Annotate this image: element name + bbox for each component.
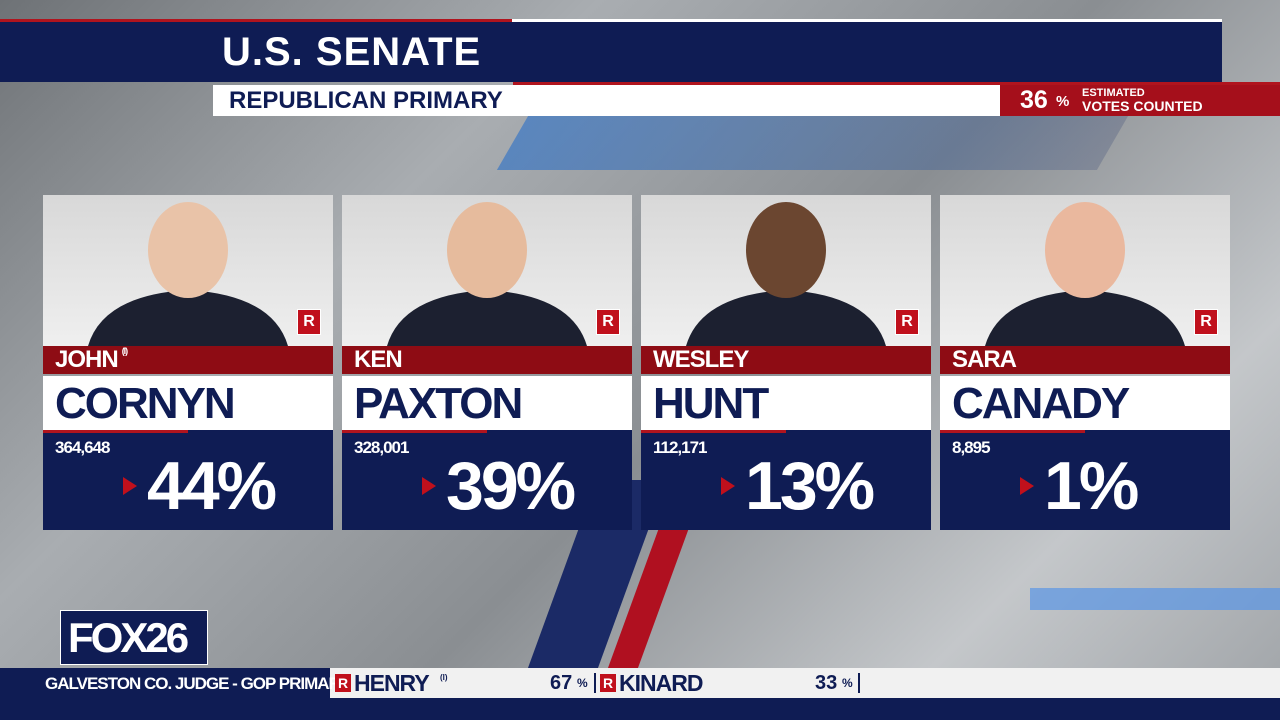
party-badge: R — [895, 309, 919, 335]
photo-silhouette — [985, 202, 1185, 346]
logo-brand: FOX — [68, 614, 148, 661]
candidate-card: R WESLEY HUNT 112,171 13% — [641, 195, 931, 530]
party-badge: R — [297, 309, 321, 335]
photo-silhouette — [686, 202, 886, 346]
last-name-bar — [940, 376, 1230, 430]
candidate-photo — [641, 195, 931, 346]
result-box — [641, 430, 931, 530]
arrow — [422, 477, 436, 495]
vote-percent: 39% — [446, 448, 576, 524]
candidate-card: R JOHN (I) CORNYN 364,648 44% — [43, 195, 333, 530]
first-name-text: SARA — [952, 346, 1017, 373]
first-name-text: KEN — [354, 346, 403, 373]
logo-box — [60, 610, 208, 665]
last-name-bar — [342, 376, 632, 430]
accent-line — [641, 430, 786, 433]
accent-line — [513, 82, 1280, 85]
accent-line — [43, 430, 188, 433]
first-name-bar — [342, 346, 632, 374]
vote-count: 364,648 — [55, 438, 110, 457]
candidate-photo — [342, 195, 632, 346]
vote-percent: 1% — [1044, 448, 1139, 524]
first-name-text: JOHN — [55, 346, 119, 373]
result-box — [43, 430, 333, 530]
first-name-bar — [641, 346, 931, 374]
first-name: SARA — [952, 346, 1017, 374]
result-box — [342, 430, 632, 530]
ticker-race: GALVESTON CO. JUDGE - GOP PRIMARY — [45, 674, 351, 693]
arrow — [123, 477, 137, 495]
first-name: KEN — [354, 346, 403, 374]
last-name: PAXTON — [354, 379, 523, 428]
last-name: CORNYN — [55, 379, 236, 428]
last-name: CANADY — [952, 379, 1130, 428]
votes-counted-box — [1000, 85, 1280, 116]
first-name-bar — [940, 346, 1230, 374]
first-name: JOHN (I) — [55, 346, 128, 374]
arrow — [1020, 477, 1034, 495]
ticker-unit: % — [842, 676, 853, 690]
ticker-unit: % — [577, 676, 588, 690]
logo: FOX26 — [68, 614, 189, 662]
vote-percent: 44% — [147, 448, 277, 524]
party-badge: R — [1194, 309, 1218, 335]
separator — [594, 673, 596, 693]
votes-counted-percent: 36 — [1020, 86, 1048, 114]
first-name-text: WESLEY — [653, 346, 749, 373]
accent-line — [512, 19, 1222, 22]
background-stripe — [1030, 588, 1280, 610]
ticker-name: KINARD — [619, 670, 703, 696]
incumbent-mark: (I) — [440, 673, 448, 682]
candidate-photo — [940, 195, 1230, 346]
title: U.S. SENATE — [222, 30, 482, 74]
party-badge: R — [596, 309, 620, 335]
result-box — [940, 430, 1230, 530]
first-name-bar — [43, 346, 333, 374]
ticker-percent: 67 — [550, 672, 573, 694]
last-name-bar — [43, 376, 333, 430]
photo-silhouette — [88, 202, 288, 346]
party-badge: R — [600, 674, 616, 692]
vote-count: 328,001 — [354, 438, 409, 457]
candidate-card: R SARA CANADY 8,895 1% — [940, 195, 1230, 530]
title-bar — [0, 22, 1222, 82]
vote-count: 112,171 — [653, 438, 708, 457]
bottom-bar — [0, 698, 1280, 720]
votes-counted-label: VOTES COUNTED — [1082, 98, 1203, 114]
votes-counted-label: ESTIMATED — [1082, 87, 1145, 99]
votes-counted-unit: % — [1056, 93, 1070, 110]
vote-percent: 13% — [745, 448, 875, 524]
subtitle-bar — [213, 85, 1000, 116]
last-name-bar — [641, 376, 931, 430]
last-name: HUNT — [653, 379, 769, 428]
separator — [858, 673, 860, 693]
candidate-photo — [43, 195, 333, 346]
accent-line — [940, 430, 1085, 433]
accent-line — [0, 19, 512, 22]
logo-channel: 26 — [145, 614, 189, 661]
candidate-card: R KEN PAXTON 328,001 39% — [342, 195, 632, 530]
first-name: WESLEY — [653, 346, 749, 374]
ticker-percent: 33 — [815, 672, 838, 694]
accent-line — [342, 430, 487, 433]
incumbent-mark: (I) — [121, 346, 128, 356]
ticker-label-bg — [0, 668, 330, 698]
photo-silhouette — [387, 202, 587, 346]
subtitle: REPUBLICAN PRIMARY — [229, 87, 503, 114]
arrow — [721, 477, 735, 495]
party-badge: R — [335, 674, 351, 692]
ticker-name: HENRY — [354, 670, 430, 696]
vote-count: 8,895 — [952, 438, 991, 457]
